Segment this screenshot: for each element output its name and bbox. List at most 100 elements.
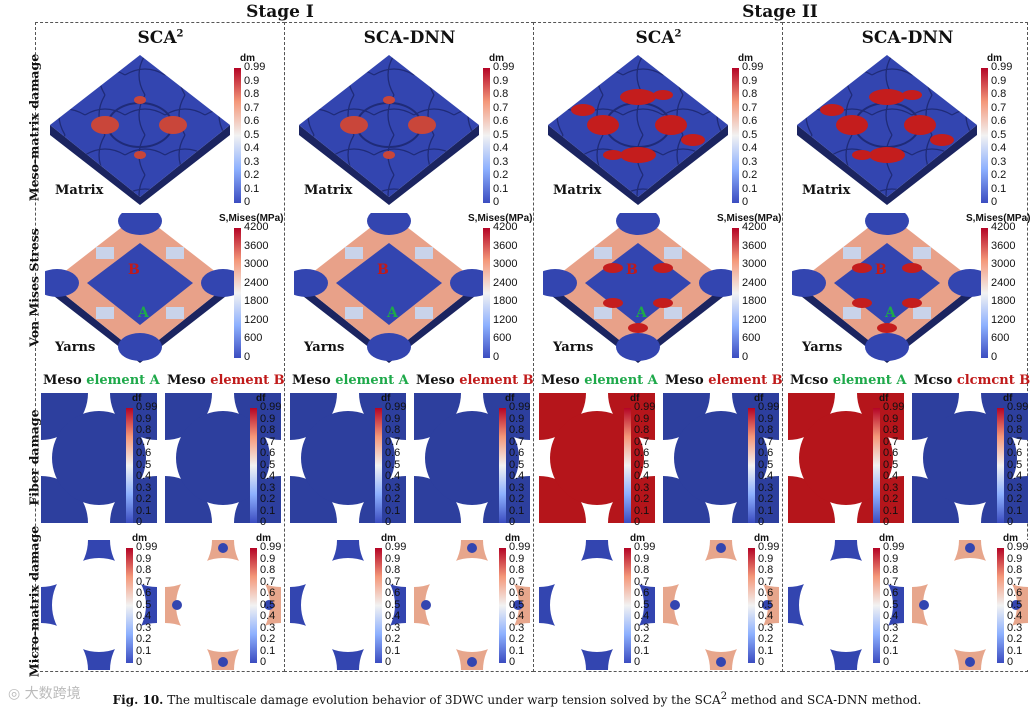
dm-colorbar-row4-4-tick: 0 xyxy=(509,656,516,668)
dm-colorbar-row4-5-tick: 0.7 xyxy=(634,575,650,588)
dm-colorbar-row4-3-tick: 0.4 xyxy=(385,610,401,622)
dm-colorbar-row1-3-tick: 0.7 xyxy=(742,101,758,114)
stress-colorbar-4-title: S,Mises(MPa) xyxy=(966,213,1031,224)
df-colorbar-5 xyxy=(624,408,631,523)
meso-element-title-1: Meso element A xyxy=(43,373,160,388)
stress-colorbar-4-tick: 0 xyxy=(991,351,998,363)
dm-colorbar-row1-1-tick: 0.2 xyxy=(244,169,260,181)
dm-colorbar-row4-8-tick: 0.2 xyxy=(1007,633,1023,645)
df-colorbar-5-tick: 0.7 xyxy=(634,435,650,448)
dm-colorbar-row4-8-tick: 0.7 xyxy=(1007,575,1023,588)
df-colorbar-7-tick: 0.3 xyxy=(883,481,899,494)
dm-colorbar-row1-4 xyxy=(981,68,988,203)
df-colorbar-7-tick: 0.9 xyxy=(883,412,899,425)
stress-colorbar-1-tick: 600 xyxy=(244,332,263,345)
yarn-stress-plate-3 xyxy=(543,213,733,363)
dm-colorbar-row1-3-tick: 0.99 xyxy=(742,61,764,73)
df-colorbar-1 xyxy=(126,408,133,523)
dm-colorbar-row1-1-tick: 0.1 xyxy=(244,182,260,195)
fiber-damage-cell-5 xyxy=(539,393,655,523)
df-colorbar-2-tick: 0.99 xyxy=(260,401,282,413)
yarns-label-3: Yarns xyxy=(553,340,594,355)
stress-colorbar-2-tick: 3600 xyxy=(493,239,518,252)
dm-colorbar-row4-7-tick: 0.1 xyxy=(883,644,899,657)
stress-colorbar-1-tick: 3600 xyxy=(244,239,269,252)
dm-colorbar-row1-4-title: dm xyxy=(987,53,1002,64)
df-colorbar-7-tick: 0.8 xyxy=(883,424,899,436)
dm-colorbar-row1-1-tick: 0.3 xyxy=(244,155,260,168)
meso-element-title-5: Meso element A xyxy=(541,373,658,388)
dm-colorbar-row4-3-tick: 0.3 xyxy=(385,621,401,634)
dm-colorbar-row1-2-tick: 0.4 xyxy=(493,142,509,154)
dm-colorbar-row4-7-title: dm xyxy=(879,533,894,544)
dm-colorbar-row4-6-title: dm xyxy=(754,533,769,544)
dm-colorbar-row4-8-tick: 0 xyxy=(1007,656,1014,668)
dm-colorbar-row1-4-tick: 0.99 xyxy=(991,61,1013,73)
stress-colorbar-4-tick: 4200 xyxy=(991,221,1016,233)
micro-matrix-cell-6 xyxy=(663,540,779,670)
stress-colorbar-3-tick: 1200 xyxy=(742,313,767,326)
df-colorbar-1-tick: 0.1 xyxy=(136,504,152,517)
df-colorbar-6-tick: 0.2 xyxy=(758,493,774,505)
dm-colorbar-row4-8 xyxy=(997,548,1004,663)
dm-colorbar-row1-4-tick: 0.4 xyxy=(991,142,1007,154)
df-colorbar-1-tick: 0.6 xyxy=(136,447,152,459)
df-colorbar-4-tick: 0.3 xyxy=(509,481,525,494)
dm-colorbar-row4-7-tick: 0.5 xyxy=(883,598,899,611)
df-colorbar-4-tick: 0.8 xyxy=(509,424,525,436)
df-colorbar-1-tick: 0.4 xyxy=(136,470,152,482)
df-colorbar-1-tick: 0.7 xyxy=(136,435,152,448)
df-colorbar-5-tick: 0.1 xyxy=(634,504,650,517)
df-colorbar-6-tick: 0.9 xyxy=(758,412,774,425)
meso-word: Meso xyxy=(292,373,331,388)
fiber-damage-cell-7 xyxy=(788,393,904,523)
dm-colorbar-row4-6 xyxy=(748,548,755,663)
df-colorbar-4-tick: 0.2 xyxy=(509,493,525,505)
yarn-stress-plate-4 xyxy=(792,213,982,363)
col-title-3: SCA2 xyxy=(635,28,682,48)
dm-colorbar-row4-6-tick: 0.1 xyxy=(758,644,774,657)
dm-colorbar-row4-5-tick: 0.4 xyxy=(634,610,650,622)
stress-colorbar-2-title: S,Mises(MPa) xyxy=(468,213,533,224)
dm-colorbar-row4-2-tick: 0.9 xyxy=(260,552,276,565)
df-colorbar-5-tick: 0.4 xyxy=(634,470,650,482)
df-colorbar-6-tick: 0.7 xyxy=(758,435,774,448)
dm-colorbar-row4-7-tick: 0.6 xyxy=(883,587,899,599)
df-colorbar-2-tick: 0.4 xyxy=(260,470,276,482)
dm-colorbar-row4-4-tick: 0.3 xyxy=(509,621,525,634)
df-colorbar-5-tick: 0.2 xyxy=(634,493,650,505)
df-colorbar-1-tick: 0 xyxy=(136,516,143,528)
dm-colorbar-row4-4-tick: 0.99 xyxy=(509,541,531,553)
dm-colorbar-row1-3-tick: 0 xyxy=(742,196,749,208)
meso-element-title-8: Mcso clcmcnt B xyxy=(914,373,1030,388)
df-colorbar-7 xyxy=(873,408,880,523)
df-colorbar-6-tick: 0.5 xyxy=(758,458,774,471)
df-colorbar-4-tick: 0.9 xyxy=(509,412,525,425)
dm-colorbar-row1-3-tick: 0.8 xyxy=(742,88,758,100)
df-colorbar-5-tick: 0.6 xyxy=(634,447,650,459)
dm-colorbar-row4-2 xyxy=(250,548,257,663)
dm-colorbar-row4-3-tick: 0.5 xyxy=(385,598,401,611)
micro-matrix-cell-3 xyxy=(290,540,406,670)
matrix-label-4: Matrix xyxy=(802,183,851,198)
dm-colorbar-row4-4-tick: 0.2 xyxy=(509,633,525,645)
dm-colorbar-row1-1-tick: 0.7 xyxy=(244,101,260,114)
stress-colorbar-2-tick: 4200 xyxy=(493,221,518,233)
dm-colorbar-row4-6-tick: 0.6 xyxy=(758,587,774,599)
df-colorbar-6-tick: 0.3 xyxy=(758,481,774,494)
fiber-damage-cell-2 xyxy=(165,393,281,523)
dm-colorbar-row4-6-tick: 0.99 xyxy=(758,541,780,553)
dm-colorbar-row4-8-tick: 0.4 xyxy=(1007,610,1023,622)
df-colorbar-8-tick: 0 xyxy=(1007,516,1014,528)
dm-colorbar-row4-5-tick: 0.99 xyxy=(634,541,656,553)
dm-colorbar-row4-1-tick: 0.3 xyxy=(136,621,152,634)
dm-colorbar-row1-4-tick: 0.5 xyxy=(991,128,1007,141)
dm-colorbar-row1-3 xyxy=(732,68,739,203)
stage-title-1: Stage I xyxy=(246,2,314,22)
df-colorbar-7-tick: 0.2 xyxy=(883,493,899,505)
df-colorbar-3-tick: 0.5 xyxy=(385,458,401,471)
df-colorbar-3-tick: 0.1 xyxy=(385,504,401,517)
df-colorbar-6-tick: 0.4 xyxy=(758,470,774,482)
dm-colorbar-row4-1 xyxy=(126,548,133,663)
df-colorbar-7-tick: 0.5 xyxy=(883,458,899,471)
